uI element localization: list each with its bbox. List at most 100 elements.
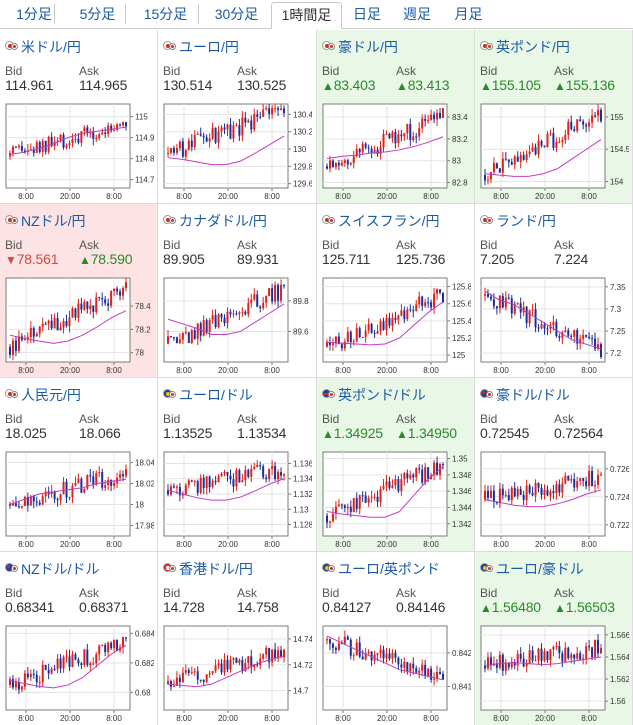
pair-title-link[interactable]: ランド/円 bbox=[480, 211, 556, 229]
y-tick-label: 14.72 bbox=[293, 661, 312, 670]
tab-daily[interactable]: 日足 bbox=[353, 6, 381, 22]
candle-body bbox=[427, 302, 430, 304]
currency-pair-card[interactable]: ユーロ/ドル Bid Ask 1.13525 1.13534 1.136 1.134 1.13… bbox=[158, 378, 317, 552]
currency-pair-card[interactable]: 豪ドル/円 Bid Ask ▲83.403 ▲83.413 83.4 83.2 83 82.8 8… bbox=[317, 30, 475, 204]
bid-label: Bid bbox=[163, 238, 181, 252]
chart-container[interactable]: 78.4 78.2 78 8:00 20:00 8:00 bbox=[4, 276, 154, 374]
candle-body bbox=[280, 108, 283, 111]
chart-container[interactable]: 89.8 89.6 8:00 20:00 8:00 bbox=[162, 276, 312, 374]
currency-pair-card[interactable]: 香港ドル/円 Bid Ask 14.728 14.758 14.74 14.72 14.7 8:… bbox=[158, 552, 317, 725]
pair-title-link[interactable]: 英ポンド/円 bbox=[480, 37, 570, 55]
candle-body bbox=[271, 465, 274, 469]
tab-weekly[interactable]: 週足 bbox=[403, 6, 431, 22]
chart-container[interactable]: 155 154.5 154 8:00 20:00 8:00 bbox=[479, 102, 629, 200]
candle-body bbox=[283, 284, 285, 286]
currency-pair-card[interactable]: NZドル/ドル Bid Ask 0.68341 0.68371 0.684 0.682 0.6… bbox=[0, 552, 158, 725]
candle-body bbox=[116, 124, 119, 130]
tab-30min[interactable]: 30分足 bbox=[214, 6, 259, 22]
bid-value-text: 114.961 bbox=[5, 77, 54, 93]
y-tick-label: 125.2 bbox=[452, 334, 471, 343]
tab-15min[interactable]: 15分足 bbox=[133, 4, 199, 24]
currency-pair-card[interactable]: 豪ドル/ドル Bid Ask 0.72545 0.72564 0.726 0.724 0.72… bbox=[475, 378, 633, 552]
currency-pair-card[interactable]: 人民元/円 Bid Ask 18.025 18.066 18.04 18.02 18 17.98… bbox=[0, 378, 158, 552]
pair-title-link[interactable]: ユーロ/豪ドル bbox=[480, 559, 584, 577]
chart-container[interactable]: 1.566 1.564 1.562 1.56 8:00 20:00 8:00 bbox=[479, 624, 629, 722]
candle-body bbox=[576, 653, 579, 659]
candle-body bbox=[280, 284, 283, 301]
candle-body bbox=[385, 317, 388, 330]
candle-body bbox=[534, 309, 537, 328]
currency-pair-card[interactable]: ランド/円 Bid Ask 7.205 7.224 7.35 7.3 7.25 7.2 8:00 2… bbox=[475, 204, 633, 378]
currency-pair-card[interactable]: 英ポンド/円 Bid Ask ▲155.105 ▲155.136 155 154.5 154 8… bbox=[475, 30, 633, 204]
pair-title-link[interactable]: ユーロ/英ポンド bbox=[322, 559, 440, 577]
candle-body bbox=[116, 288, 119, 292]
chart-container[interactable]: 0.726 0.724 0.722 8:00 20:00 8:00 bbox=[479, 450, 629, 548]
candle-body bbox=[331, 160, 334, 168]
pair-title-link[interactable]: 豪ドル/ドル bbox=[480, 385, 570, 403]
ask-value-text: 1.56503 bbox=[565, 599, 615, 615]
candle-body bbox=[585, 480, 588, 487]
chart-container[interactable]: 1.136 1.134 1.132 1.13 1.128 8:00 20:00 8:00 bbox=[162, 450, 312, 548]
currency-pair-card[interactable]: スイスフラン/円 Bid Ask 125.711 125.736 125.8 125.6 12… bbox=[317, 204, 475, 378]
pair-title-link[interactable]: カナダドル/円 bbox=[163, 211, 267, 229]
candle-body bbox=[178, 141, 181, 149]
chart-container[interactable]: 0.684 0.682 0.68 8:00 20:00 8:00 bbox=[4, 624, 154, 722]
candle-body bbox=[202, 135, 205, 138]
y-tick-label: 17.98 bbox=[135, 522, 154, 531]
bid-label: Bid bbox=[5, 586, 23, 600]
tab-1min[interactable]: 1分足 bbox=[14, 4, 55, 24]
candle-body bbox=[232, 479, 235, 487]
currency-pair-card[interactable]: ユーロ/円 Bid Ask 130.514 130.525 130.4 130.2 130 12… bbox=[158, 30, 317, 204]
candle-body bbox=[331, 343, 334, 346]
up-arrow-icon: ▲ bbox=[480, 79, 492, 93]
pair-title-link[interactable]: ユーロ/ドル bbox=[163, 385, 253, 403]
candle-body bbox=[418, 296, 421, 305]
candle-body bbox=[214, 127, 217, 143]
candle-body bbox=[277, 284, 280, 301]
currency-pair-card[interactable]: 米ドル/円 Bid Ask 114.961 114.965 115 114.9 114.8 11… bbox=[0, 30, 158, 204]
candle-body bbox=[56, 317, 59, 331]
candle-body bbox=[217, 663, 220, 666]
pair-title-link[interactable]: スイスフラン/円 bbox=[322, 211, 439, 229]
tab-monthly[interactable]: 月足 bbox=[454, 6, 483, 22]
pair-title-link[interactable]: NZドル/円 bbox=[5, 211, 86, 229]
currency-pair-card[interactable]: 英ポンド/ドル Bid Ask ▲1.34925 ▲1.34950 1.35 1.348 1.… bbox=[317, 378, 475, 552]
candle-body bbox=[561, 140, 564, 142]
candle-body bbox=[172, 685, 175, 687]
pair-title-link[interactable]: 豪ドル/円 bbox=[322, 37, 398, 55]
chart-container[interactable]: 130.4 130.2 130 129.8 129.6 8:00 20:00 8:00 bbox=[162, 102, 312, 200]
tab-1hour[interactable]: 1時間足 bbox=[271, 2, 342, 29]
chart-container[interactable]: 7.35 7.3 7.25 7.2 8:00 20:00 8:00 bbox=[479, 276, 629, 374]
chart-container[interactable]: 18.04 18.02 18 17.98 8:00 20:00 8:00 bbox=[4, 450, 154, 548]
flag-icon bbox=[480, 41, 493, 51]
y-tick-label: 0.724 bbox=[610, 493, 629, 502]
x-tick-label: 20:00 bbox=[535, 192, 556, 200]
chart-container[interactable]: 83.4 83.2 83 82.8 8:00 20:00 8:00 bbox=[321, 102, 471, 200]
pair-title-link[interactable]: 人民元/円 bbox=[5, 385, 81, 403]
currency-pair-card[interactable]: ユーロ/豪ドル Bid Ask ▲1.56480 ▲1.56503 1.566 1.564 1… bbox=[475, 552, 633, 725]
chart-container[interactable]: 115 114.9 114.8 114.7 8:00 20:00 8:00 bbox=[4, 102, 154, 200]
bid-value: ▲83.403 bbox=[322, 77, 376, 93]
ask-value-text: 18.066 bbox=[79, 425, 121, 441]
chart-container[interactable]: 125.8 125.6 125.4 125.2 125 8:00 20:00 8:00 bbox=[321, 276, 471, 374]
chart-container[interactable]: 0.842 0.841 8:00 20:00 8:00 bbox=[321, 624, 471, 722]
pair-title-link[interactable]: 米ドル/円 bbox=[5, 37, 81, 55]
pair-title-link[interactable]: ユーロ/円 bbox=[163, 37, 239, 55]
currency-pair-card[interactable]: カナダドル/円 Bid Ask 89.905 89.931 89.8 89.6 8:00 20:… bbox=[158, 204, 317, 378]
currency-pair-card[interactable]: ユーロ/英ポンド Bid Ask 0.84127 0.84146 0.842 0.841 8:… bbox=[317, 552, 475, 725]
tab-5min[interactable]: 5分足 bbox=[70, 4, 126, 24]
pair-title-link[interactable]: NZドル/ドル bbox=[5, 559, 100, 577]
chart-container[interactable]: 14.74 14.72 14.7 8:00 20:00 8:00 bbox=[162, 624, 312, 722]
pair-title-link[interactable]: 香港ドル/円 bbox=[163, 559, 253, 577]
candle-body bbox=[326, 639, 328, 641]
chart-container[interactable]: 1.35 1.348 1.346 1.344 1.342 8:00 20:00 8:00 bbox=[321, 450, 471, 548]
pair-title-link[interactable]: 英ポンド/ドル bbox=[322, 385, 426, 403]
candle-body bbox=[495, 663, 498, 668]
candle-body bbox=[409, 474, 412, 479]
candle-body bbox=[226, 472, 229, 476]
currency-pair-card[interactable]: NZドル/円 Bid Ask ▼78.561 ▲78.590 78.4 78.2 78 8:00… bbox=[0, 204, 158, 378]
candle-body bbox=[53, 317, 56, 329]
ask-label: Ask bbox=[396, 238, 417, 252]
candle-body bbox=[247, 470, 250, 477]
candle-body bbox=[202, 320, 205, 336]
